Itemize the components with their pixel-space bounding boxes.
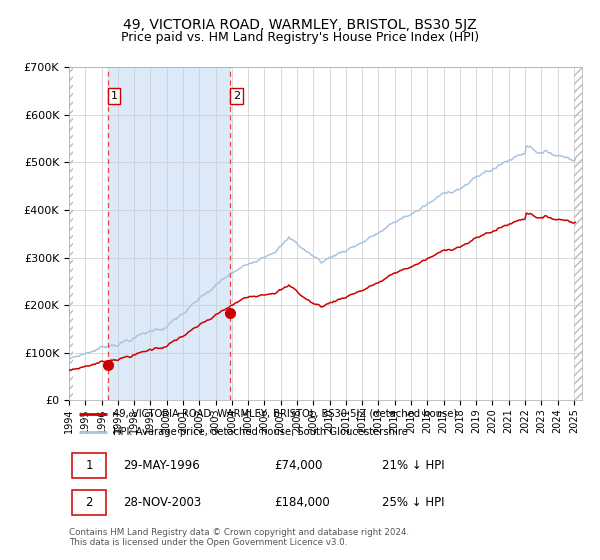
Bar xyxy=(69,67,73,400)
Text: 1: 1 xyxy=(110,91,118,101)
Text: 21% ↓ HPI: 21% ↓ HPI xyxy=(382,459,445,472)
Bar xyxy=(108,67,230,400)
Text: HPI: Average price, detached house, South Gloucestershire: HPI: Average price, detached house, Sout… xyxy=(113,427,407,437)
Text: 2: 2 xyxy=(85,496,93,509)
FancyBboxPatch shape xyxy=(71,489,106,515)
Text: Contains HM Land Registry data © Crown copyright and database right 2024.
This d: Contains HM Land Registry data © Crown c… xyxy=(69,528,409,547)
Text: 1: 1 xyxy=(85,459,93,472)
FancyBboxPatch shape xyxy=(71,452,106,478)
Bar xyxy=(574,67,582,400)
Text: 49, VICTORIA ROAD, WARMLEY, BRISTOL, BS30 5JZ: 49, VICTORIA ROAD, WARMLEY, BRISTOL, BS3… xyxy=(123,18,477,32)
Text: 49, VICTORIA ROAD, WARMLEY, BRISTOL, BS30 5JZ (detached house): 49, VICTORIA ROAD, WARMLEY, BRISTOL, BS3… xyxy=(113,409,457,419)
Text: 28-NOV-2003: 28-NOV-2003 xyxy=(123,496,201,509)
Text: 2: 2 xyxy=(233,91,240,101)
Text: £74,000: £74,000 xyxy=(274,459,323,472)
Text: Price paid vs. HM Land Registry's House Price Index (HPI): Price paid vs. HM Land Registry's House … xyxy=(121,31,479,44)
Text: 25% ↓ HPI: 25% ↓ HPI xyxy=(382,496,445,509)
Text: 29-MAY-1996: 29-MAY-1996 xyxy=(123,459,200,472)
Text: £184,000: £184,000 xyxy=(274,496,330,509)
